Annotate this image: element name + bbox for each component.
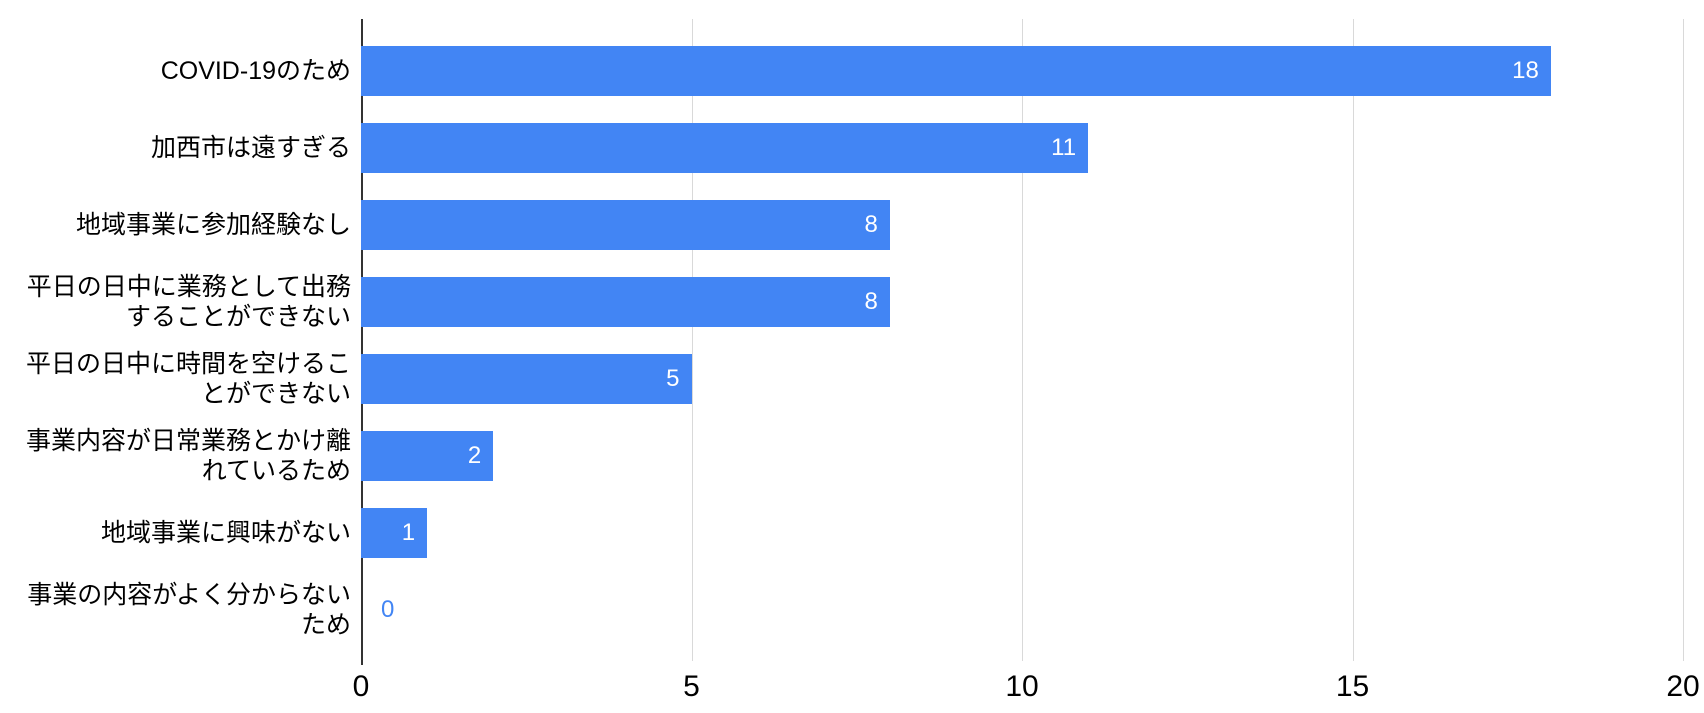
y-axis-line [361,19,363,665]
category-label: 加西市は遠すぎる [150,133,351,162]
bar: 2 [361,430,494,481]
x-axis-tick-label: 5 [683,670,700,703]
x-axis-ticks: 0 5 10 15 20 [353,661,1700,703]
bar-value-label: 0 [381,595,395,623]
x-axis-tick-label: 10 [1005,670,1039,703]
x-axis-tick-label: 20 [1666,670,1700,703]
category-label: 地域事業に参加経験なし [75,210,351,239]
bar: 8 [361,199,890,250]
category-label: COVID-19のため [160,56,351,85]
gridline [691,19,693,661]
bar-row: 8 [361,263,1683,340]
category-label: 地域事業に興味がない [100,518,351,547]
gridline [1683,19,1684,661]
bar-row: 8 [361,186,1683,263]
category-label: 平日の日中に業務として出務 することができない [26,272,351,331]
bar-value-label: 11 [1051,133,1077,161]
bar-row: 11 [361,109,1683,186]
bar: 11 [361,122,1089,173]
bar-value-label: 18 [1512,56,1539,84]
plot-area: 18 11 8 8 5 2 1 0 [353,19,1700,703]
bar-row: 1 [361,494,1683,571]
x-axis-tick-label: 15 [1335,670,1370,703]
bar: 18 [361,45,1551,96]
bar: 5 [361,353,692,404]
category-label: 事業内容が日常業務とかけ離 れているため [25,426,351,485]
bar-row: 5 [361,340,1683,417]
bar-value-label: 1 [401,518,416,546]
bar-value-label: 2 [467,441,482,469]
bar: 8 [361,276,890,327]
bar: 1 [361,507,428,558]
bars-container: 18 11 8 8 5 2 1 0 [361,19,1683,661]
gridline [1022,19,1023,661]
bar-row: 0 [361,571,1683,648]
bar-row: 18 [361,32,1683,109]
category-labels-column: COVID-19のため 加西市は遠すぎる 地域事業に参加経験なし 平日の日中に業… [0,19,361,661]
category-label: 事業の内容がよく分からない ため [27,580,351,639]
bar-value-label: 8 [864,210,878,238]
gridline [1352,19,1354,661]
x-axis-tick-label: 0 [352,670,370,703]
category-label: 平日の日中に時間を空けるこ とができない [25,349,351,408]
bar-row: 2 [361,417,1683,494]
bar-value-label: 5 [666,364,680,392]
bar-value-label: 8 [864,287,878,315]
